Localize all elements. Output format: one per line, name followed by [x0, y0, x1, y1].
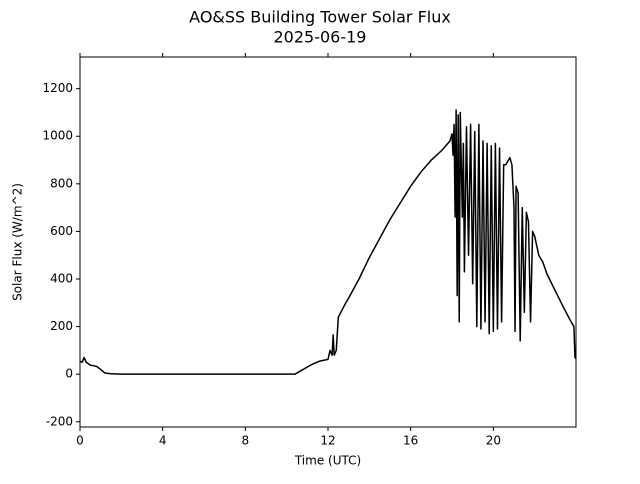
- y-tick-label: 200: [50, 319, 73, 333]
- chart-title: AO&SS Building Tower Solar Flux: [189, 8, 451, 27]
- y-tick-label: 0: [65, 367, 73, 381]
- x-tick-label: 12: [320, 434, 335, 448]
- y-tick-label: 400: [50, 272, 73, 286]
- x-tick-label: 16: [403, 434, 418, 448]
- y-tick-label: 1200: [42, 81, 73, 95]
- data-line: [79, 109, 577, 375]
- x-tick-label: 0: [76, 434, 84, 448]
- chart-subtitle: 2025-06-19: [274, 28, 367, 47]
- y-tick-label: 800: [50, 176, 73, 190]
- x-tick-label: 4: [159, 434, 167, 448]
- y-tick-label: 1000: [42, 129, 73, 143]
- y-tick-label: -200: [46, 414, 73, 428]
- y-tick-label: 600: [50, 224, 73, 238]
- x-tick-label: 20: [486, 434, 501, 448]
- y-axis-label: Solar Flux (W/m^2): [11, 183, 25, 301]
- x-axis-label: Time (UTC): [294, 454, 361, 468]
- x-tick-label: 8: [242, 434, 250, 448]
